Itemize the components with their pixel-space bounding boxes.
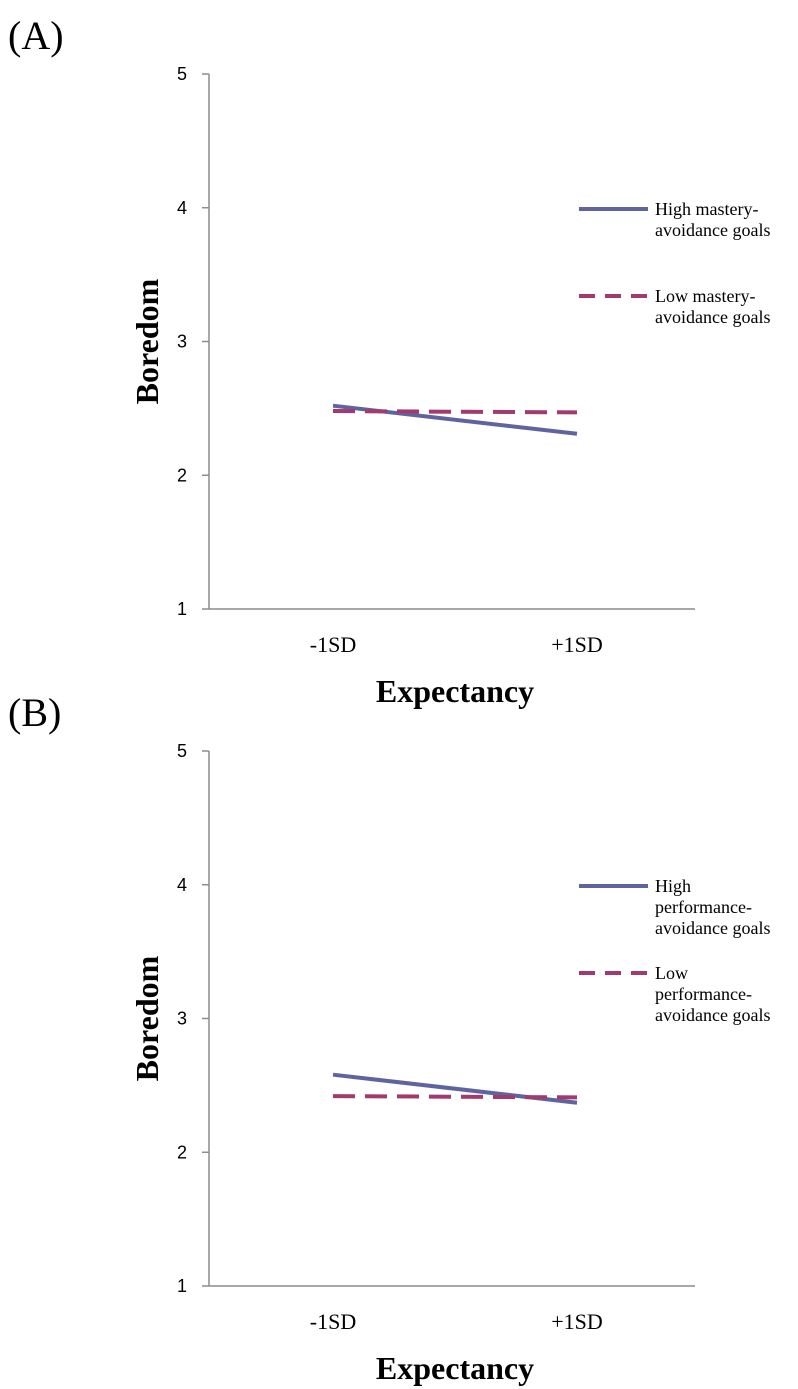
legend-label: avoidance goals: [655, 220, 770, 240]
chart-a: 1 2 3 4 5 -1SD +1SD Expectancy Boredom High maste…: [129, 64, 770, 709]
x-axis-title: Expectancy: [376, 673, 534, 709]
y-tick-label: 3: [177, 332, 187, 352]
legend-label: performance-: [655, 984, 752, 1004]
y-tick-label: 1: [177, 599, 187, 619]
y-tick-label: 1: [177, 1276, 187, 1296]
chart-panel-b: (B) 1 2 3 4 5 -1SD +1SD Expectancy Boredom High pe…: [0, 677, 798, 1386]
legend-label: Low: [655, 963, 688, 983]
panel-label: (A): [8, 13, 64, 58]
legend-label: avoidance goals: [655, 918, 770, 938]
series-line: [332, 409, 578, 415]
panel-label: (B): [8, 690, 62, 735]
y-axis-title: Boredom: [129, 955, 165, 1081]
y-tick-label: 3: [177, 1009, 187, 1029]
legend-label: performance-: [655, 897, 752, 917]
y-tick-label: 5: [177, 64, 187, 84]
series-line: [332, 1094, 578, 1100]
x-tick-label: -1SD: [310, 632, 356, 657]
legend-label: High: [655, 876, 691, 896]
legend-label: avoidance goals: [655, 1005, 770, 1025]
legend-label: avoidance goals: [655, 307, 770, 327]
y-tick-label: 2: [177, 465, 187, 485]
chart-panel-a: (A) 1 2 3 4 5 -1SD +1SD Expectancy Boredom High m…: [0, 0, 798, 709]
y-tick-label: 5: [177, 741, 187, 761]
y-axis-title: Boredom: [129, 278, 165, 404]
y-tick-label: 4: [177, 198, 187, 218]
legend-label: High mastery-: [655, 199, 758, 219]
x-tick-label: -1SD: [310, 1309, 356, 1334]
x-tick-label: +1SD: [551, 632, 603, 657]
y-tick-label: 4: [177, 875, 187, 895]
x-tick-label: +1SD: [551, 1309, 603, 1334]
y-tick-label: 2: [177, 1142, 187, 1162]
legend-label: Low mastery-: [655, 286, 755, 306]
x-axis-title: Expectancy: [376, 1350, 534, 1386]
